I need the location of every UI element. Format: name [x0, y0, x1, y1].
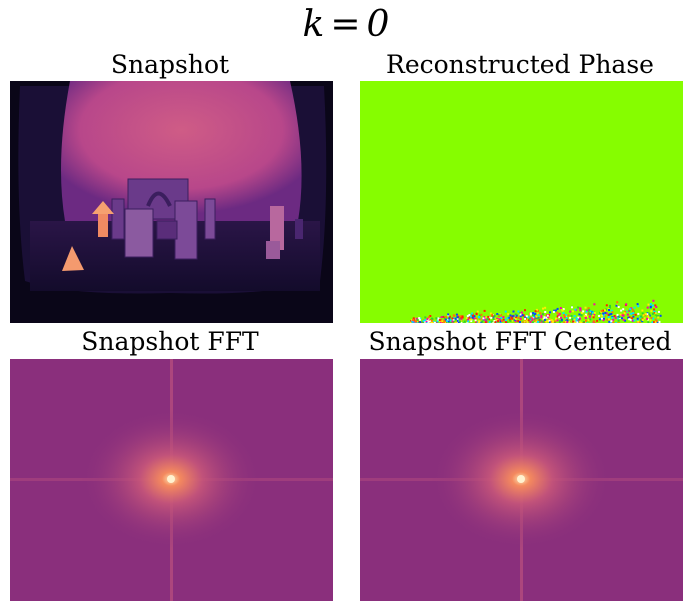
panel-title-snapshot: Snapshot	[110, 50, 230, 79]
title-variable: k	[302, 4, 325, 45]
panel-title-fft: Snapshot FFT	[81, 327, 259, 356]
fft-centered-image	[360, 359, 683, 601]
fft-image	[10, 359, 333, 601]
snapshot-image	[10, 81, 333, 323]
title-value: 0	[366, 4, 390, 45]
panel-title-fft-centered: Snapshot FFT Centered	[368, 327, 672, 356]
figure-title: k = 0	[0, 2, 692, 48]
panel-title-phase: Reconstructed Phase	[386, 50, 654, 79]
title-equals: =	[330, 4, 361, 45]
phase-image	[360, 81, 683, 323]
